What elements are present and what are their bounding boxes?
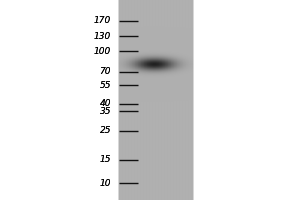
Text: 130: 130 xyxy=(94,32,111,41)
Text: 35: 35 xyxy=(100,107,111,116)
Text: 100: 100 xyxy=(94,47,111,56)
Text: 40: 40 xyxy=(100,99,111,108)
Text: 15: 15 xyxy=(100,155,111,164)
Text: 55: 55 xyxy=(100,81,111,90)
Text: 55: 55 xyxy=(100,81,111,90)
Text: 70: 70 xyxy=(100,67,111,76)
Text: 10: 10 xyxy=(100,179,111,188)
Text: 170: 170 xyxy=(94,16,111,25)
Bar xyxy=(118,0,194,200)
Text: 25: 25 xyxy=(100,126,111,135)
Text: 70: 70 xyxy=(100,67,111,76)
Text: 35: 35 xyxy=(100,107,111,116)
Text: 100: 100 xyxy=(94,47,111,56)
Text: 40: 40 xyxy=(100,99,111,108)
Text: 25: 25 xyxy=(100,126,111,135)
Text: 15: 15 xyxy=(100,155,111,164)
Text: 170: 170 xyxy=(94,16,111,25)
Bar xyxy=(192,0,194,200)
Text: 130: 130 xyxy=(94,32,111,41)
Text: 10: 10 xyxy=(100,179,111,188)
Bar xyxy=(118,0,120,200)
